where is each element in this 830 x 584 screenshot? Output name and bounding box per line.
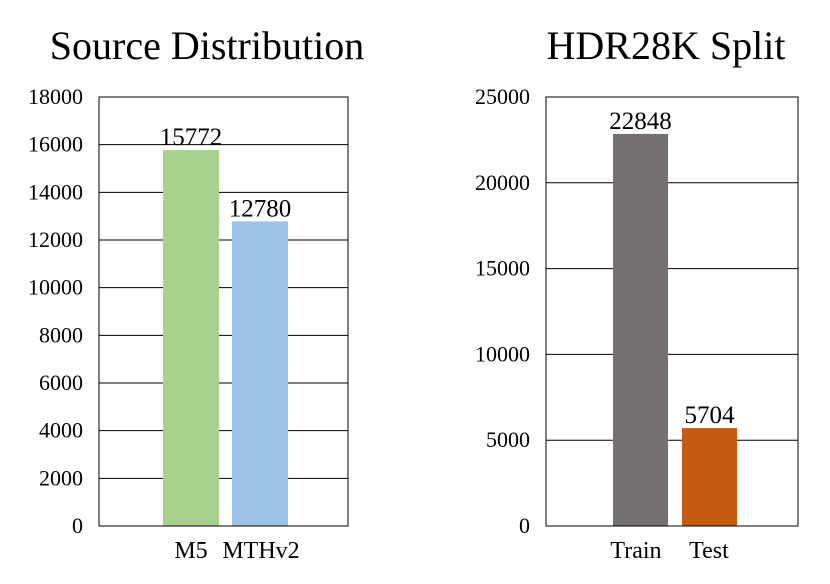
x-axis-categories: M5 MTHv2 bbox=[174, 538, 299, 564]
bars bbox=[613, 133, 737, 526]
y-tick-label: 10000 bbox=[475, 341, 530, 366]
y-tick-label: 12000 bbox=[28, 227, 83, 252]
y-tick-label: 14000 bbox=[28, 179, 83, 204]
y-tick-label: 18000 bbox=[28, 84, 83, 109]
y-tick-label: 15000 bbox=[475, 256, 530, 281]
y-tick-label: 0 bbox=[519, 513, 530, 538]
x-category-label: Test bbox=[689, 538, 729, 564]
chart-title: Source Distribution bbox=[50, 23, 364, 68]
gridlines bbox=[546, 96, 798, 527]
bars bbox=[163, 150, 288, 527]
y-tick-label: 25000 bbox=[475, 84, 530, 109]
gridlines bbox=[99, 96, 348, 527]
y-tick-label: 20000 bbox=[475, 170, 530, 195]
y-tick-label: 5000 bbox=[486, 427, 530, 452]
y-tick-label: 8000 bbox=[39, 322, 83, 347]
plot-frame bbox=[545, 96, 799, 527]
y-tick-label: 16000 bbox=[28, 132, 83, 157]
y-tick-label: 2000 bbox=[39, 465, 83, 490]
bar bbox=[613, 133, 668, 526]
data-label: 5704 bbox=[685, 402, 736, 429]
x-axis-categories: Train Test bbox=[610, 538, 729, 564]
x-category-label: M5 bbox=[174, 538, 207, 564]
bar bbox=[232, 221, 288, 526]
x-category-label: Train bbox=[610, 538, 661, 564]
data-label: 12780 bbox=[229, 195, 292, 222]
data-labels: 22848 5704 bbox=[609, 108, 735, 429]
y-tick-label: 4000 bbox=[39, 418, 83, 443]
data-label: 22848 bbox=[609, 108, 672, 135]
y-axis-ticks: 0 2000 4000 6000 8000 10000 12000 14000 16000 180… bbox=[28, 84, 83, 538]
y-tick-label: 0 bbox=[72, 513, 83, 538]
plot-frame bbox=[98, 96, 349, 527]
chart-source-distribution: Source Distribution 0 2000 4000 6000 8000 100… bbox=[28, 23, 364, 564]
chart-hdr28k-split: HDR28K Split 0 5000 10000 15000 20000 25000 T… bbox=[475, 23, 799, 564]
chart-title: HDR28K Split bbox=[547, 23, 786, 68]
bar bbox=[682, 428, 737, 526]
x-category-label: MTHv2 bbox=[222, 538, 299, 564]
y-axis-ticks: 0 5000 10000 15000 20000 25000 bbox=[475, 84, 530, 538]
data-label: 15772 bbox=[160, 124, 223, 151]
data-labels: 15772 12780 bbox=[160, 124, 292, 222]
y-tick-label: 6000 bbox=[39, 370, 83, 395]
bar bbox=[163, 150, 219, 527]
y-tick-label: 10000 bbox=[28, 275, 83, 300]
